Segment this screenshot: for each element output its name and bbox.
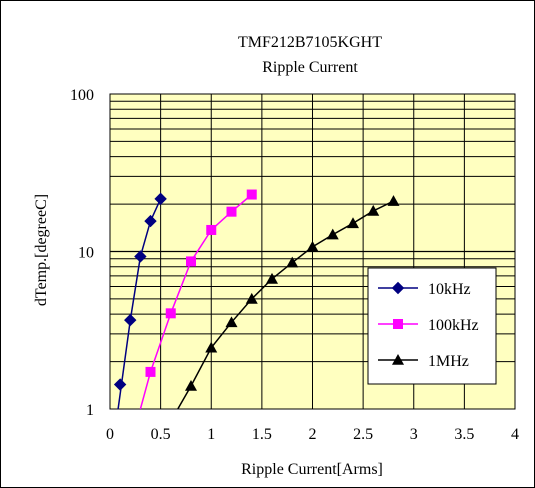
data-point-10kHz (144, 214, 157, 228)
data-point-10kHz (134, 250, 147, 263)
data-point-1MHz (387, 195, 400, 206)
legend: 10kHz 100kHz 1MHz (367, 267, 497, 385)
x-tick-label: 1 (207, 426, 215, 443)
series-line-1MHz (177, 200, 394, 410)
data-point-10kHz (113, 378, 127, 391)
data-point-1MHz (205, 341, 218, 353)
data-point-100kHz (186, 256, 196, 267)
data-point-1MHz (185, 379, 197, 391)
y-tick-label: 10 (78, 245, 94, 262)
data-point-10kHz (124, 313, 137, 327)
legend-label-10kHz: 10kHz (428, 281, 471, 298)
data-point-100kHz (246, 189, 257, 200)
data-point-1MHz (367, 204, 380, 216)
x-tick-label: 0.5 (151, 426, 171, 443)
data-point-10kHz (154, 192, 167, 206)
data-point-1MHz (245, 292, 258, 304)
data-point-1MHz (266, 272, 278, 284)
data-point-100kHz (165, 308, 176, 319)
legend-label-100kHz: 100kHz (428, 317, 479, 334)
x-tick-label: 0 (106, 426, 114, 443)
data-point-1MHz (306, 240, 319, 252)
legend-marker-10kHz (391, 281, 405, 295)
x-tick-label: 2.5 (353, 426, 373, 443)
chart-title: TMF212B7105KGHT (238, 34, 382, 51)
x-tick-label: 3 (410, 426, 418, 443)
x-tick-label: 1.5 (252, 426, 272, 443)
legend-marker-1MHz (392, 354, 404, 365)
data-point-1MHz (326, 228, 339, 240)
series-markers (113, 189, 400, 391)
x-axis-tick-labels: 0 0.5 1 1.5 2 2.5 3 3.5 4 (106, 426, 519, 443)
x-tick-label: 4 (511, 426, 519, 443)
chart-subtitle: Ripple Current (262, 59, 358, 76)
data-point-1MHz (347, 217, 359, 229)
data-point-100kHz (226, 206, 237, 217)
data-point-1MHz (286, 256, 299, 268)
x-tick-label: 2 (309, 426, 317, 443)
y-axis-tick-labels: 1 10 100 (70, 87, 94, 419)
data-point-100kHz (145, 366, 156, 377)
legend-label-1MHz: 1MHz (428, 353, 469, 370)
x-tick-label: 3.5 (454, 426, 474, 443)
y-tick-label: 1 (86, 402, 94, 419)
legend-marker-100kHz (393, 319, 403, 329)
y-axis-label: dTemp.[degreeC] (33, 194, 50, 306)
y-tick-label: 100 (70, 87, 94, 104)
data-point-100kHz (206, 224, 217, 235)
x-axis-label: Ripple Current[Arms] (241, 461, 383, 478)
data-point-1MHz (225, 316, 238, 328)
